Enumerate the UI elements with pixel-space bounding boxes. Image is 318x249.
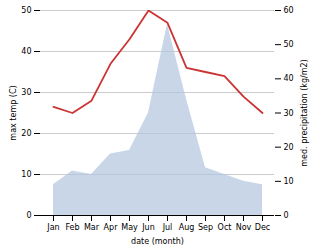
svg-text:Dec: Dec (255, 223, 270, 232)
svg-text:20: 20 (21, 129, 31, 138)
svg-text:Nov: Nov (236, 223, 252, 232)
svg-text:50: 50 (284, 40, 294, 49)
svg-text:30: 30 (284, 109, 294, 118)
svg-text:Feb: Feb (65, 223, 79, 232)
svg-text:0: 0 (284, 211, 289, 220)
svg-text:Oct: Oct (218, 223, 232, 232)
svg-text:med. precipitation (kg/m2): med. precipitation (kg/m2) (300, 59, 309, 166)
svg-text:10: 10 (21, 170, 31, 179)
svg-text:Apr: Apr (104, 223, 119, 232)
svg-text:60: 60 (284, 6, 294, 15)
svg-text:30: 30 (21, 88, 31, 97)
svg-text:date (month): date (month) (131, 237, 184, 246)
svg-text:Sep: Sep (198, 223, 213, 232)
svg-text:0: 0 (26, 211, 31, 220)
svg-text:20: 20 (284, 143, 294, 152)
svg-text:50: 50 (21, 6, 31, 15)
svg-text:10: 10 (284, 177, 294, 186)
svg-text:40: 40 (21, 47, 31, 56)
svg-text:max temp (C): max temp (C) (9, 85, 18, 140)
svg-text:Aug: Aug (179, 223, 195, 232)
svg-text:Jan: Jan (46, 223, 59, 232)
svg-text:Jun: Jun (141, 223, 155, 232)
svg-text:May: May (121, 223, 138, 232)
svg-text:Mar: Mar (84, 223, 100, 232)
svg-text:Jul: Jul (162, 223, 173, 232)
svg-text:40: 40 (284, 74, 294, 83)
